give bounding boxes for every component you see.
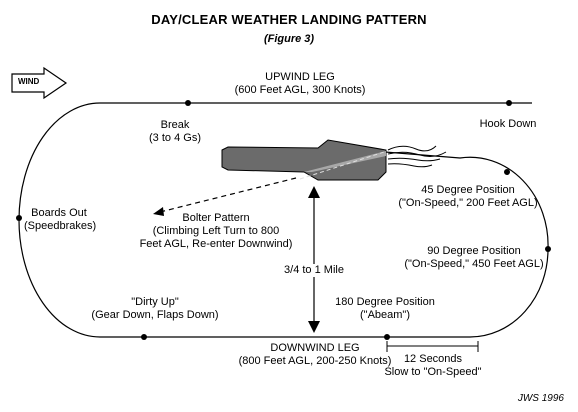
dirty-up-label: "Dirty Up" (Gear Down, Flaps Down): [91, 296, 219, 321]
45-degree-dot: [504, 169, 510, 175]
boards-out-label: Boards Out (Speedbrakes): [24, 207, 97, 232]
dirty-up-dot: [141, 334, 147, 340]
upwind-leg-label: UPWIND LEG (600 Feet AGL, 300 Knots): [234, 71, 366, 96]
diagram-title: DAY/CLEAR WEATHER LANDING PATTERN: [151, 12, 427, 27]
downwind-leg-label: DOWNWIND LEG (800 Feet AGL, 200-250 Knots…: [238, 342, 392, 367]
90-degree-position-label: 90 Degree Position ("On-Speed," 450 Feet …: [404, 245, 544, 270]
hook-down-label: Hook Down: [479, 118, 537, 130]
hook-down-dot: [506, 100, 512, 106]
distance-arrowhead-bottom-icon: [308, 321, 320, 333]
carrier-ship-icon: [221, 139, 447, 181]
bolter-path-line: [159, 177, 297, 213]
break-point-dot: [185, 100, 191, 106]
pattern-track: [18, 102, 549, 338]
twelve-second-bracket: [386, 341, 479, 352]
bolter-arrowhead-icon: [153, 207, 164, 216]
twelve-seconds-label: 12 Seconds Slow to "On-Speed": [384, 353, 482, 378]
distance-label: 3/4 to 1 Mile: [266, 264, 362, 277]
45-degree-position-label: 45 Degree Position ("On-Speed," 200 Feet …: [398, 184, 538, 209]
break-label: Break (3 to 4 Gs): [149, 119, 201, 144]
boards-out-dot: [16, 215, 22, 221]
180-degree-dot: [384, 334, 390, 340]
180-degree-position-label: 180 Degree Position ("Abeam"): [335, 296, 435, 321]
diagram-subtitle: (Figure 3): [263, 33, 315, 45]
distance-arrowhead-top-icon: [308, 186, 320, 198]
author-credit: JWS 1996: [517, 393, 564, 404]
bolter-pattern-label: Bolter Pattern (Climbing Left Turn to 800…: [139, 212, 293, 250]
wind-label: WIND: [18, 77, 40, 86]
90-degree-dot: [545, 246, 551, 252]
wind-arrow-icon: [11, 66, 68, 100]
